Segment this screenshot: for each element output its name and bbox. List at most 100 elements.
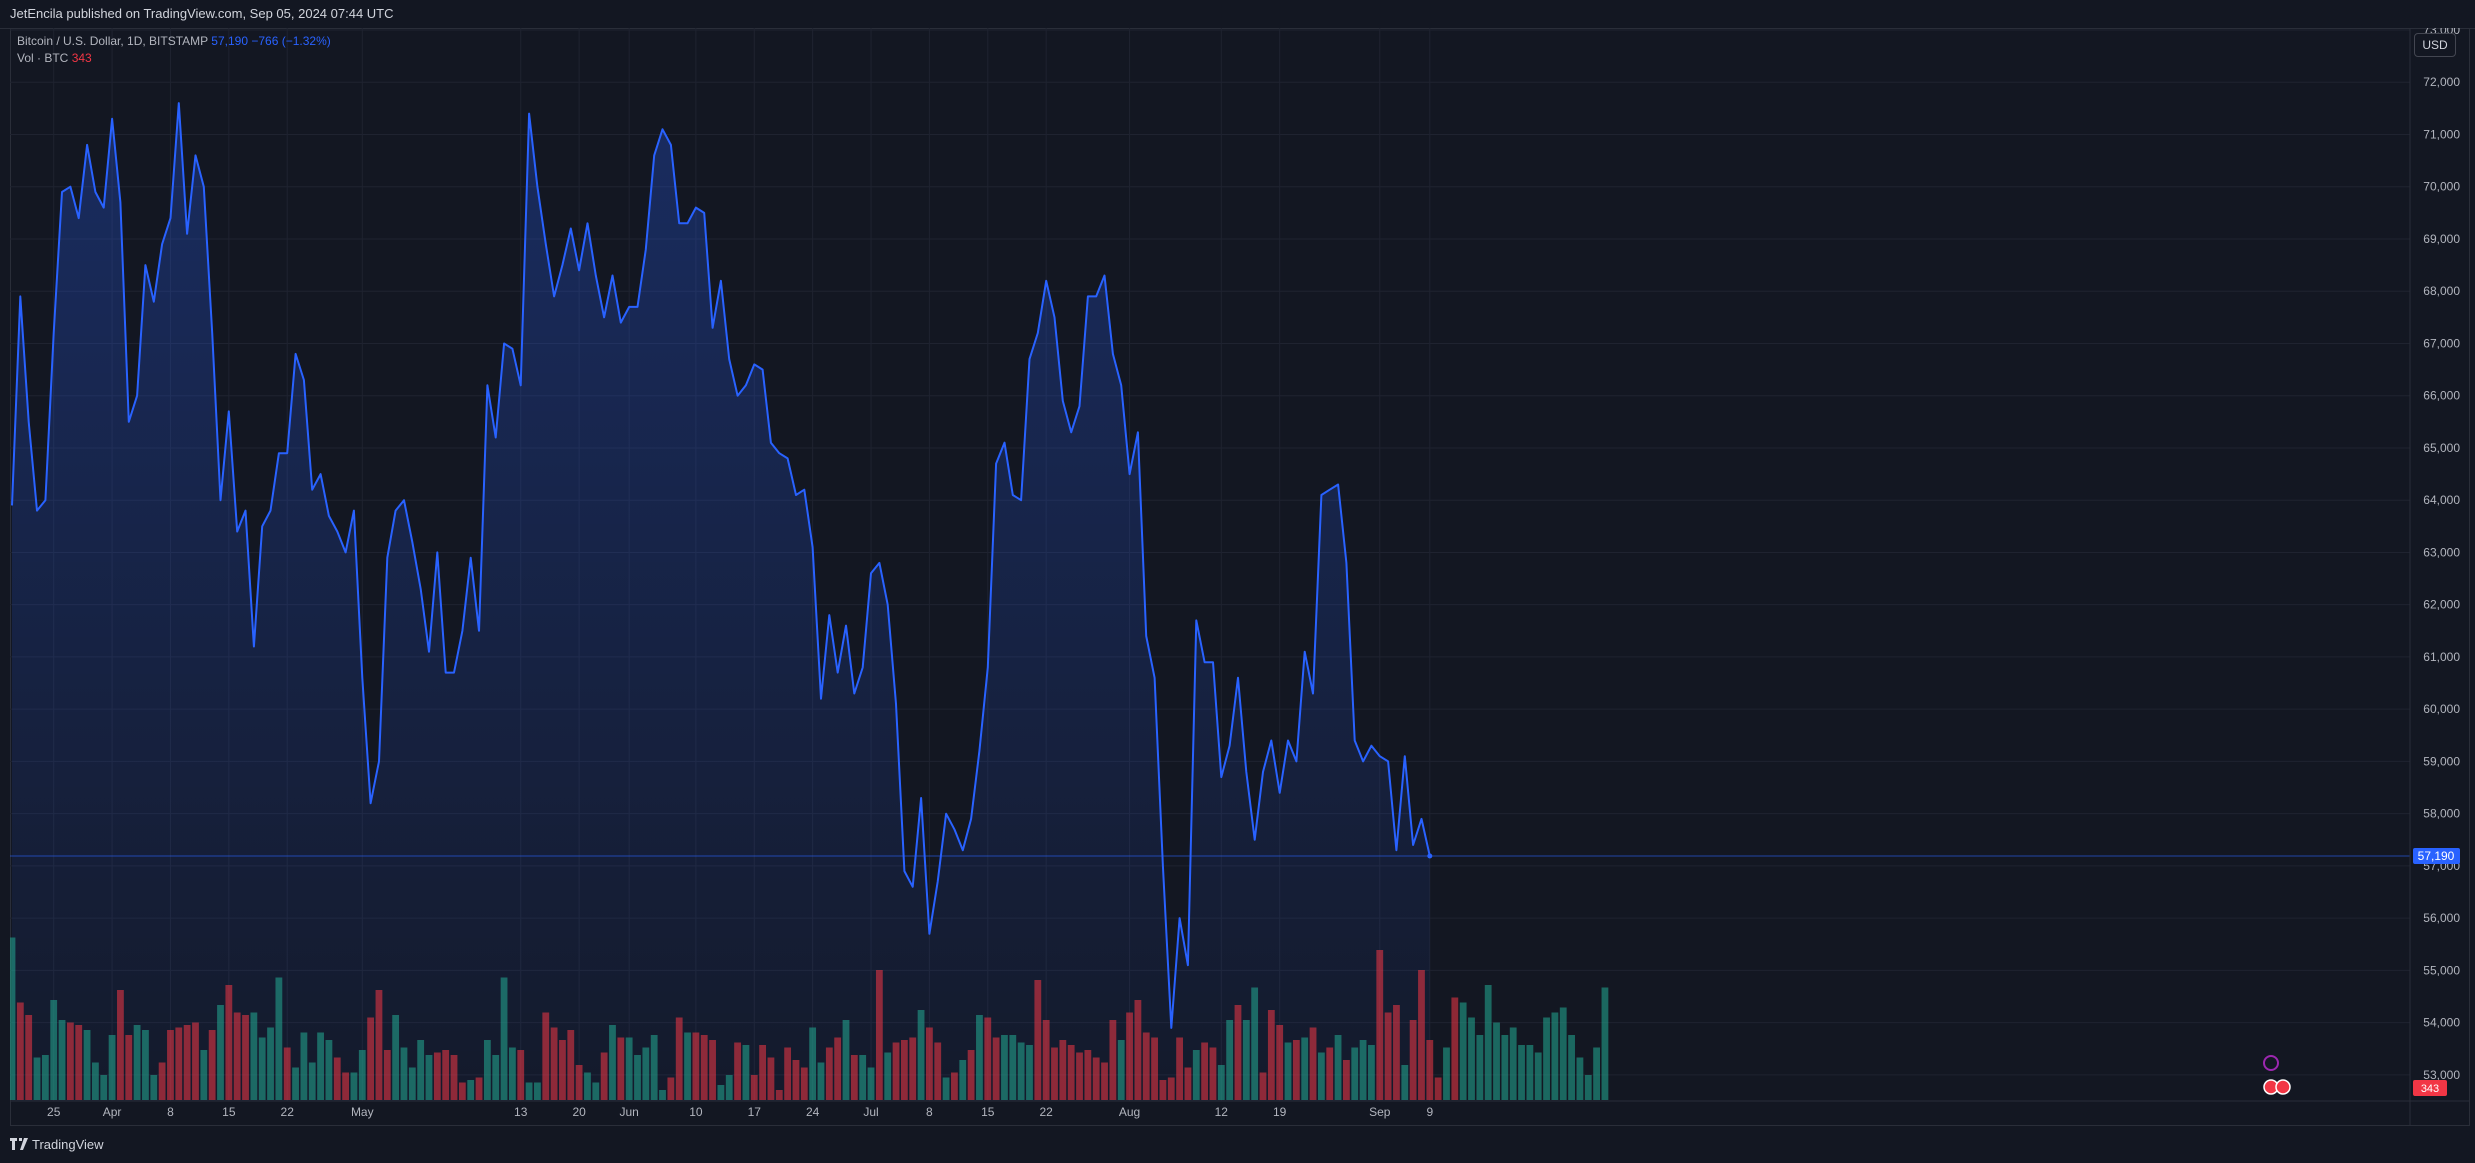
y-tick-label: 69,000 [2423, 232, 2460, 246]
x-tick-label: May [351, 1105, 374, 1119]
volume-bar [250, 1012, 258, 1100]
y-tick-label: 68,000 [2423, 284, 2460, 298]
y-tick-label: 60,000 [2423, 702, 2460, 716]
volume-bar [41, 1055, 49, 1100]
x-tick-label: 22 [1039, 1105, 1053, 1119]
volume-bar [483, 1040, 491, 1100]
volume-bar [1351, 1047, 1359, 1100]
volume-bar [1042, 1020, 1050, 1100]
y-tick-label: 61,000 [2423, 650, 2460, 664]
volume-bar [1284, 1042, 1292, 1100]
volume-bar [917, 1010, 925, 1100]
volume-bar [258, 1037, 266, 1100]
volume-bar [1251, 987, 1259, 1100]
volume-bar [584, 1072, 591, 1100]
last-volume-badge [2413, 1080, 2447, 1096]
volume-bar [1434, 1077, 1442, 1100]
volume-bar [850, 1055, 858, 1100]
publish-header: JetEncila published on TradingView.com, … [0, 0, 2475, 29]
volume-bar [567, 1030, 575, 1100]
volume-bar [225, 985, 233, 1100]
volume-bar [92, 1062, 99, 1100]
volume-bar [942, 1077, 950, 1100]
volume-value: 343 [71, 51, 92, 65]
volume-bar [1267, 1010, 1275, 1100]
volume-bar [1126, 1012, 1133, 1100]
volume-bar [1601, 987, 1609, 1100]
y-tick-label: 58,000 [2423, 807, 2460, 821]
volume-bar [1109, 1020, 1117, 1100]
last-volume-badge-label: 343 [2421, 1083, 2439, 1095]
volume-bar [1359, 1040, 1367, 1100]
volume-bar [458, 1082, 466, 1100]
volume-bar [1001, 1035, 1008, 1100]
tradingview-logo-icon [10, 1138, 28, 1150]
volume-bar [83, 1030, 91, 1100]
volume-bar [775, 1090, 783, 1100]
volume-bar [192, 1022, 199, 1100]
volume-bar [642, 1047, 650, 1100]
volume-bar [750, 1075, 758, 1100]
volume-bar [1234, 1005, 1242, 1100]
volume-bar [175, 1027, 183, 1100]
volume-bar [1526, 1045, 1534, 1100]
volume-bar [275, 977, 283, 1100]
price-chart[interactable]: 53,00054,00055,00056,00057,00058,00059,0… [10, 28, 2470, 1126]
x-tick-label: 9 [1426, 1105, 1433, 1119]
legend-symbol-row[interactable]: Bitcoin / U.S. Dollar, 1D, BITSTAMP 57,1… [17, 33, 331, 50]
last-price-badge [2413, 847, 2460, 864]
volume-bar [909, 1037, 917, 1100]
volume-bar [692, 1032, 700, 1100]
volume-bar [383, 1050, 391, 1100]
x-tick-label: 19 [1273, 1105, 1287, 1119]
volume-bar [542, 1012, 550, 1100]
x-tick-label: 15 [222, 1105, 236, 1119]
volume-bar [1276, 1025, 1284, 1100]
volume-bar [342, 1072, 349, 1100]
x-tick-label: 22 [281, 1105, 295, 1119]
x-tick-label: Jul [863, 1105, 878, 1119]
chart-frame [10, 28, 2470, 1126]
currency-button[interactable]: USD [2414, 33, 2456, 57]
volume-bar [25, 1015, 33, 1100]
volume-bar [767, 1057, 775, 1100]
volume-bar [992, 1037, 1000, 1100]
brand-name: TradingView [32, 1137, 104, 1152]
volume-bar [1067, 1045, 1075, 1100]
earnings-event-icon [2263, 1055, 2279, 1071]
y-tick-label: 73,000 [2423, 28, 2460, 37]
volume-bar [1418, 970, 1425, 1100]
volume-bar [684, 1032, 691, 1100]
chart-legend: Bitcoin / U.S. Dollar, 1D, BITSTAMP 57,1… [17, 33, 331, 67]
legend-volume-row[interactable]: Vol · BTC 343 [17, 50, 331, 67]
volume-bar [834, 1037, 842, 1100]
volume-bar [892, 1042, 900, 1100]
volume-bar [1192, 1050, 1200, 1100]
volume-bar [417, 1040, 425, 1100]
publish-info-text: JetEncila published on TradingView.com, … [10, 6, 394, 21]
volume-bar [1568, 1035, 1575, 1100]
volume-bar [976, 1015, 983, 1100]
volume-bar [1459, 1002, 1467, 1100]
volume-bar [358, 1050, 366, 1100]
volume-bar [600, 1052, 608, 1100]
volume-bar [433, 1052, 441, 1100]
volume-bar [492, 1055, 500, 1100]
volume-bar [550, 1027, 558, 1100]
volume-bar [233, 1012, 241, 1100]
volume-bar [167, 1030, 174, 1100]
volume-bar [1242, 1020, 1250, 1100]
x-tick-label: 8 [167, 1105, 174, 1119]
x-tick-label: 24 [806, 1105, 820, 1119]
x-tick-label: 17 [748, 1105, 762, 1119]
volume-bar [1343, 1060, 1350, 1100]
volume-bar [1401, 1065, 1409, 1100]
volume-bar [700, 1035, 708, 1100]
volume-bar [1443, 1047, 1450, 1100]
volume-bar [150, 1075, 158, 1100]
volume-bar [709, 1040, 716, 1100]
volume-bar [133, 1025, 141, 1100]
x-tick-label: Apr [103, 1105, 122, 1119]
volume-bar [725, 1075, 733, 1100]
volume-bar [400, 1047, 408, 1100]
